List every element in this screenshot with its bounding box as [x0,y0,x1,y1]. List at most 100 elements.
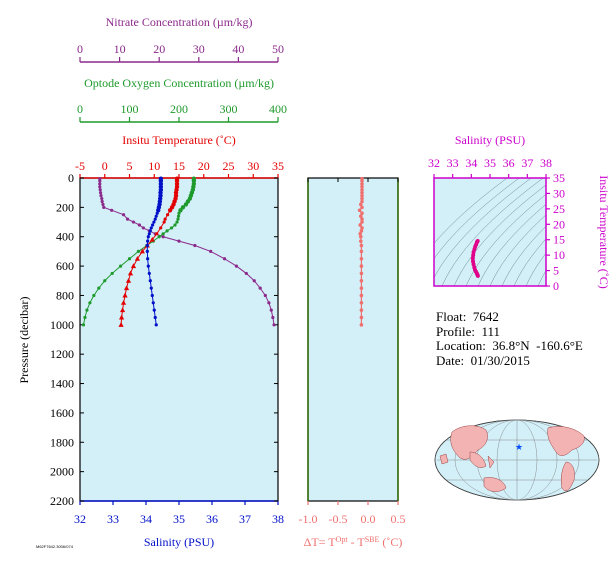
deltaT-point [359,286,364,290]
deltaT-point [359,293,364,298]
salinity-point [153,217,157,221]
float-id: Float: 7642 [436,309,499,324]
salinity-tick-label: 32 [74,512,86,526]
ts-salinity-title: Salinity (PSU) [455,133,525,147]
isopycnal-line [501,225,546,286]
float-location-star-icon: ★ [515,442,523,452]
isopycnal-line [441,178,544,286]
tick-label: 100 [121,102,139,116]
ts-salinity-tick-label: 35 [484,156,496,170]
temperature-tick-label: 0 [102,159,108,173]
deltaT-point [359,308,364,312]
temperature-tick-label: 15 [173,159,185,173]
temperature-point [118,314,125,320]
temperature-point [139,248,145,254]
salinity-point [155,211,159,215]
deltaT-tick-label: -0.5 [329,512,348,526]
ts-salinity-tick-label: 36 [503,156,515,170]
deltaT-point [358,223,363,227]
nitrate-point [98,191,103,195]
ts-point [475,273,480,278]
deltaT-axis-title: ΔT= TOpt - TSBE (˚C) [304,535,403,550]
tick-label: 40 [232,42,244,56]
deltaT-point [360,185,364,189]
deltaT-point [359,300,364,305]
ts-temperature-tick-label: 5 [553,264,559,278]
temperature-point [167,208,173,213]
ts-point [471,259,476,264]
deltaT-point [359,234,363,239]
salinity-point [146,239,150,243]
ts-temperature-tick-label: 35 [553,171,565,185]
pressure-tick-label: 1800 [50,435,74,449]
tick-label: 10 [114,42,126,56]
ts-point [470,256,475,261]
tick-label: 50 [272,42,284,56]
salinity-point [149,286,153,290]
temperature-point [130,263,137,269]
deltaT-point [358,231,363,236]
isopycnal-line [537,270,546,286]
temperature-point [125,277,132,283]
ts-temperature-tick-label: 30 [553,186,565,200]
isopycnal-line [513,238,546,286]
date: Date: 01/30/2015 [436,352,530,368]
oxygen-point [127,257,132,261]
salinity-point [147,271,151,276]
deltaT-point [360,187,364,192]
nitrate-point [99,194,103,198]
nitrate-point [141,226,145,230]
temperature-tick-label: 10 [148,159,160,173]
isopycnal-line [434,178,520,260]
isopycnal-line [434,178,508,244]
oxygen-point [83,315,87,320]
salinity-tick-label: 34 [140,512,152,526]
ts-temperature-tick-label: 20 [553,217,565,231]
tick-label: 20 [153,42,165,56]
temperature-axis-title: Insitu Temperature (˚C) [122,133,236,147]
oxygen-point [169,226,174,230]
tick-label: 0 [77,42,83,56]
deltaT-point [359,323,364,327]
tick-label: 200 [170,102,188,116]
ts-point [471,253,476,258]
deltaT-point [359,214,363,218]
ts-temperature-tick-label: 25 [553,202,565,216]
deltaT-point [360,217,364,221]
nitrate-point [161,235,165,239]
pressure-tick-label: 0 [68,171,74,185]
salinity-tick-label: 37 [239,512,251,526]
salinity-point [148,229,152,233]
nitrate-point [125,217,130,221]
isopycnal-line [525,252,546,286]
nitrate-point [234,264,239,268]
ts-salinity-tick-label: 32 [428,156,440,170]
oxygen-point [176,217,180,221]
temperature-point [122,292,128,298]
deltaT-tick-label: 0.5 [391,512,406,526]
deltaT-point [360,193,364,198]
oxygen-point [88,301,92,305]
deltaT-point [359,256,364,261]
deltaT-point [360,179,364,183]
salinity-point [147,232,151,236]
nitrate-point [98,177,102,181]
profile-panel [79,177,279,502]
tick-label: 0 [77,102,83,116]
deltaT-point [359,278,364,283]
tick-label: 400 [269,102,287,116]
nitrate-axis-title: Nitrate Concentration (µm/kg) [106,15,253,29]
isopycnal-line [453,184,546,286]
pressure-axis-title: Pressure (decibar) [17,297,31,384]
deltaT-point [359,202,363,207]
nitrate-point [177,239,181,243]
deltaT-panel [307,177,399,502]
temperature-tick-label: 20 [198,159,210,173]
isopycnal-line [434,178,532,279]
temperature-point [149,236,155,242]
nitrate-point [244,271,248,276]
nitrate-point [98,179,102,183]
temperature-point [163,217,167,221]
salinity-point [146,264,150,268]
